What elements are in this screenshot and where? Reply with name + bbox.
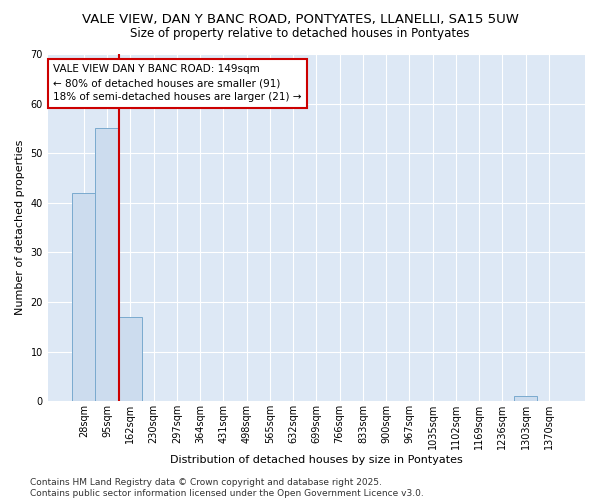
- Text: VALE VIEW DAN Y BANC ROAD: 149sqm
← 80% of detached houses are smaller (91)
18% : VALE VIEW DAN Y BANC ROAD: 149sqm ← 80% …: [53, 64, 302, 102]
- Text: VALE VIEW, DAN Y BANC ROAD, PONTYATES, LLANELLI, SA15 5UW: VALE VIEW, DAN Y BANC ROAD, PONTYATES, L…: [82, 12, 518, 26]
- X-axis label: Distribution of detached houses by size in Pontyates: Distribution of detached houses by size …: [170, 455, 463, 465]
- Text: Size of property relative to detached houses in Pontyates: Size of property relative to detached ho…: [130, 28, 470, 40]
- Bar: [514, 396, 538, 402]
- Y-axis label: Number of detached properties: Number of detached properties: [15, 140, 25, 316]
- Bar: [72, 193, 95, 402]
- Text: Contains HM Land Registry data © Crown copyright and database right 2025.
Contai: Contains HM Land Registry data © Crown c…: [30, 478, 424, 498]
- Bar: [119, 317, 142, 402]
- Bar: [95, 128, 119, 402]
